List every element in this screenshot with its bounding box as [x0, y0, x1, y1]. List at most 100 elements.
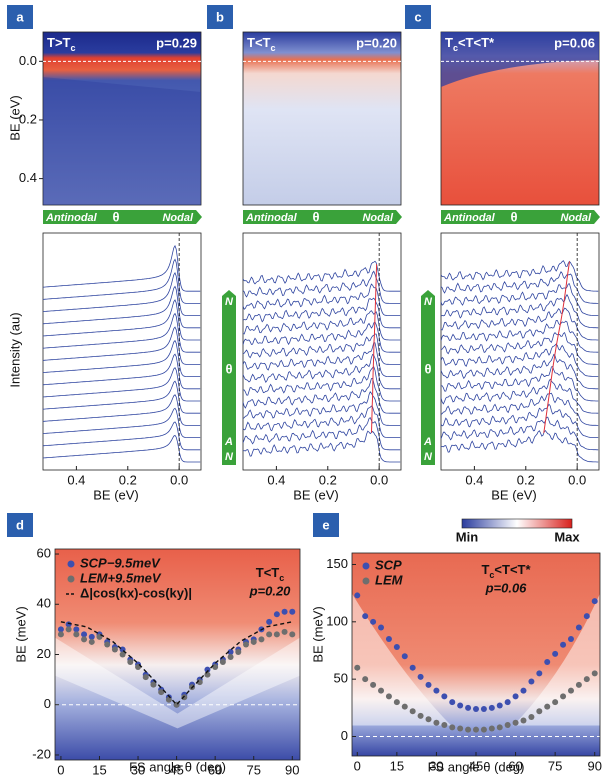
condition-label: T>Tc [47, 35, 76, 53]
y-axis-label: Intensity (au) [7, 312, 22, 387]
data-point [425, 681, 432, 688]
data-point [488, 725, 495, 732]
intensity-map [55, 549, 300, 760]
map-shading [55, 637, 300, 729]
data-point [281, 628, 288, 635]
panel-letter-box [405, 5, 431, 29]
data-point [528, 678, 535, 685]
x-tick-label: 0.0 [170, 472, 188, 487]
doping-label: p=0.20 [249, 583, 292, 598]
edc-curve [243, 321, 401, 353]
edc-curve [43, 407, 201, 438]
edc-curve [243, 416, 401, 451]
edc-group [243, 233, 401, 470]
y-axis-label: BE (meV) [13, 606, 28, 662]
data-point [449, 724, 456, 731]
edc-curve [43, 367, 201, 402]
condition-label: T<Tc [256, 565, 285, 583]
edc-curve [441, 378, 599, 414]
edc-curve [243, 430, 401, 463]
x-tick-label: 60 [208, 762, 222, 775]
data-point [496, 724, 503, 731]
x-tick-label: 0.2 [319, 472, 337, 487]
bar-label: Nodal [362, 212, 394, 224]
data-point [401, 653, 408, 660]
legend-label: SCP−9.5meV [80, 555, 161, 570]
x-tick-label: 75 [246, 762, 260, 775]
edc-curve [441, 283, 599, 316]
data-point [520, 687, 527, 694]
y-tick-label: 20 [37, 646, 51, 661]
x-tick-label: 0.0 [370, 472, 388, 487]
x-tick-label: 45 [169, 762, 183, 775]
peak-trace [371, 264, 378, 433]
data-point [273, 631, 280, 638]
x-tick-label: 0.2 [517, 472, 535, 487]
condition-label-part: c [279, 573, 284, 583]
y-tick-label: 0 [341, 728, 348, 743]
x-tick-label: 30 [429, 758, 443, 773]
edc-curve [243, 260, 401, 292]
data-point [544, 658, 551, 665]
edc-curve [43, 312, 201, 353]
data-point [504, 699, 511, 706]
data-point [520, 717, 527, 724]
data-point [465, 726, 472, 733]
doping-label: p=0.06 [485, 580, 528, 595]
data-point [273, 611, 280, 618]
edc-curve [441, 343, 599, 377]
panel-letter: c [414, 9, 421, 24]
data-point [127, 659, 134, 666]
data-point [504, 722, 511, 729]
x-tick-label: 90 [285, 762, 299, 775]
bar-label: N [424, 296, 433, 308]
data-point [81, 631, 88, 638]
theta-bar [43, 210, 202, 224]
panel-letter: a [16, 9, 24, 24]
bar-label: θ [424, 361, 431, 376]
data-point [88, 633, 95, 640]
data-point [204, 666, 211, 673]
data-point [401, 703, 408, 710]
x-tick-label: 0.4 [67, 472, 85, 487]
data-point [73, 626, 80, 633]
colorbar-label: Max [554, 529, 580, 544]
data-point [441, 722, 448, 729]
edc-curve [441, 319, 599, 353]
x-axis-label: BE (eV) [491, 487, 537, 502]
legend-label: LEM [375, 572, 404, 587]
data-point [354, 664, 361, 671]
map-shading [43, 77, 201, 205]
data-point [433, 719, 440, 726]
panel-letter: b [216, 9, 224, 24]
data-point [583, 613, 590, 620]
map-shading [513, 593, 600, 726]
panel-letter-box [7, 513, 33, 537]
condition-label: Tc<T<T* [481, 562, 531, 580]
data-point [227, 648, 234, 655]
edc-curve [43, 272, 201, 316]
colorbar-label: Min [456, 529, 478, 544]
edc-curve [441, 260, 599, 292]
data-point [227, 654, 234, 661]
x-tick-label: 0.4 [465, 472, 483, 487]
condition-label: Tc<T<T* [445, 35, 495, 53]
x-tick-label: 90 [587, 758, 601, 773]
data-point [473, 726, 479, 733]
bar-label: Antinodal [443, 212, 496, 224]
data-point [480, 705, 487, 712]
condition-label-part: c [453, 43, 458, 53]
theta-bar-vertical [421, 290, 435, 465]
condition-label-part: T [445, 35, 453, 50]
edc-curve [243, 391, 401, 426]
panel-letter-box [313, 513, 339, 537]
edc-curve [43, 434, 201, 463]
data-point [65, 621, 72, 628]
data-point [385, 693, 392, 700]
panel-letter-box [7, 5, 33, 29]
y-axis-label: BE (eV) [7, 95, 22, 141]
legend-marker [67, 560, 75, 568]
data-point [536, 708, 543, 715]
edc-curve [441, 331, 599, 365]
